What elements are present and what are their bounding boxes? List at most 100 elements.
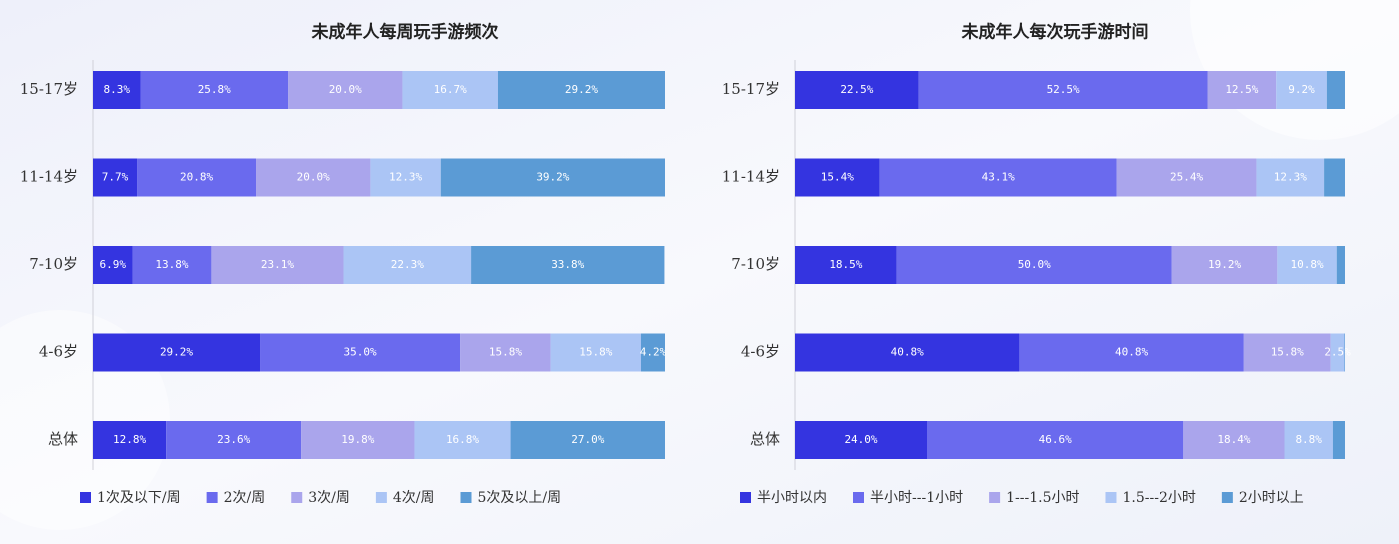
legend-label: 1次及以下/周	[97, 490, 181, 506]
bar-segment	[1336, 246, 1345, 284]
data-label: 10.8%	[1290, 258, 1323, 271]
bar-segment	[402, 71, 498, 109]
data-label: 16.8%	[446, 433, 479, 446]
bar-segment	[1276, 71, 1327, 109]
legend-swatch	[460, 492, 472, 503]
bar-segment	[460, 333, 551, 372]
bar-segment	[1326, 71, 1345, 109]
bar-segment	[550, 333, 641, 372]
legend-label: 2小时以上	[1239, 490, 1304, 506]
bar-segment	[93, 158, 138, 197]
bar-segment	[211, 246, 344, 284]
legend-swatch	[740, 492, 751, 503]
legend-label: 半小时以内	[757, 490, 827, 506]
bar-segment	[260, 333, 461, 372]
data-label: 9.2%	[1288, 83, 1315, 96]
bar-segment	[795, 71, 919, 109]
bar-segment	[927, 421, 1184, 459]
y-tick-label: 11-14岁	[722, 168, 780, 186]
data-label: 20.0%	[329, 83, 362, 96]
data-label: 20.0%	[297, 171, 330, 184]
data-label: 50.0%	[1018, 258, 1051, 271]
legend-swatch	[1221, 492, 1233, 503]
data-label: 39.2%	[536, 171, 569, 184]
chart-title: 未成年人每次玩手游时间	[961, 22, 1149, 43]
data-label: 33.8%	[551, 258, 584, 271]
bar-segment	[1171, 246, 1278, 284]
bar-segment	[1207, 71, 1277, 109]
bar-segment	[93, 246, 133, 284]
bar-segment	[1183, 421, 1285, 459]
data-label: 46.6%	[1039, 433, 1072, 446]
data-label: 12.3%	[1274, 171, 1307, 184]
y-tick-label: 7-10岁	[29, 255, 78, 273]
data-label: 22.3%	[391, 258, 424, 271]
data-label: 12.8%	[113, 433, 146, 446]
data-label: 18.4%	[1217, 433, 1250, 446]
bar-segment	[795, 158, 880, 197]
legend-label: 1.5---2小时	[1122, 490, 1195, 506]
bar-segment	[137, 158, 257, 197]
bar-segment	[640, 333, 665, 372]
data-label: 27.0%	[571, 433, 604, 446]
data-label: 7.7%	[102, 171, 129, 184]
legend-label: 5次及以上/周	[478, 490, 562, 506]
data-label: 8.8%	[1295, 433, 1322, 446]
bar-segment	[1019, 333, 1244, 372]
data-label: 25.8%	[198, 83, 231, 96]
data-label: 52.5%	[1047, 83, 1080, 96]
data-label: 40.8%	[1115, 346, 1148, 359]
chart-title: 未成年人每周玩手游频次	[311, 22, 499, 43]
data-label: 29.2%	[160, 346, 193, 359]
bar-segment	[93, 333, 261, 372]
bar-segment	[301, 421, 415, 459]
data-label: 18.5%	[829, 258, 862, 271]
data-label: 19.8%	[341, 433, 374, 446]
bar-segment	[879, 158, 1117, 197]
legend-swatch	[206, 492, 218, 503]
bar-segment	[510, 421, 665, 459]
bar-segment	[132, 246, 212, 284]
bar-segment	[370, 158, 441, 197]
legend-swatch	[291, 492, 303, 503]
data-label: 22.5%	[840, 83, 873, 96]
data-label: 12.3%	[389, 171, 422, 184]
data-label: 35.0%	[344, 346, 377, 359]
bar-segment	[1277, 246, 1337, 284]
legend-label: 1---1.5小时	[1006, 490, 1079, 506]
bar-segment	[166, 421, 302, 459]
bar-segment	[256, 158, 371, 197]
bar-segment	[795, 246, 897, 284]
data-label: 15.4%	[821, 171, 854, 184]
data-label: 15.8%	[579, 346, 612, 359]
bar-segment	[93, 71, 141, 109]
data-label: 24.0%	[844, 433, 877, 446]
legend-swatch	[853, 492, 864, 503]
data-label: 43.1%	[982, 171, 1015, 184]
bar-segment	[1243, 333, 1331, 372]
bar-segment	[140, 71, 289, 109]
data-label: 6.9%	[99, 258, 126, 271]
bar-segment	[471, 246, 665, 284]
bar-segment	[288, 71, 403, 109]
data-label: 29.2%	[565, 83, 598, 96]
y-tick-label: 总体	[48, 430, 78, 448]
data-label: 4.2%	[640, 346, 667, 359]
bar-segment	[918, 71, 1208, 109]
y-tick-label: 7-10岁	[731, 255, 780, 273]
bar-segment	[1256, 158, 1325, 197]
data-label: 16.7%	[434, 83, 467, 96]
data-label: 19.2%	[1208, 258, 1241, 271]
y-tick-label: 4-6岁	[741, 343, 780, 361]
bar-segment	[795, 333, 1020, 372]
data-label: 23.1%	[261, 258, 294, 271]
y-tick-label: 4-6岁	[39, 343, 78, 361]
bar-segment	[497, 71, 665, 109]
bar-segment	[1344, 333, 1345, 372]
data-label: 20.8%	[180, 171, 213, 184]
legend-swatch	[80, 492, 91, 503]
bar-segment	[1116, 158, 1257, 197]
data-label: 8.3%	[103, 83, 130, 96]
